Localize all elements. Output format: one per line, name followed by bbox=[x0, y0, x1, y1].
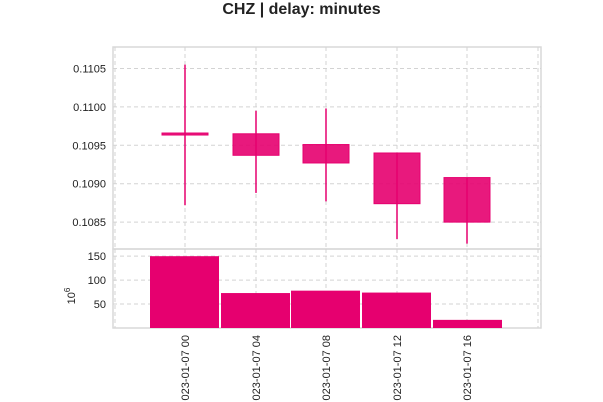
x-tick-label: 023-01-07 16 bbox=[462, 335, 474, 400]
volume-bar bbox=[150, 256, 219, 328]
x-tick-label: 023-01-07 04 bbox=[251, 335, 263, 400]
volume-panel: 50 100 150 106 bbox=[63, 248, 542, 329]
price-tick-label: 0.1105 bbox=[73, 64, 106, 76]
price-tick-label: 0.1090 bbox=[72, 179, 106, 191]
volume-bar bbox=[291, 290, 360, 328]
price-tick-label: 0.1085 bbox=[72, 217, 106, 229]
volume-bars bbox=[150, 256, 502, 328]
volume-tick-label: 50 bbox=[94, 299, 106, 311]
candle-body bbox=[373, 152, 421, 205]
x-tick-label: 023-01-07 12 bbox=[392, 335, 404, 400]
candle-body bbox=[232, 133, 280, 156]
volume-bar bbox=[433, 319, 502, 328]
chart-title: CHZ | delay: minutes bbox=[222, 1, 380, 18]
price-tick-label: 0.1100 bbox=[73, 102, 106, 114]
x-tick-label: 023-01-07 00 bbox=[180, 335, 192, 400]
candlesticks bbox=[161, 64, 491, 244]
price-panel: 0.1085 0.1090 0.1095 0.1100 0.1105 bbox=[72, 46, 542, 250]
volume-tick-label: 150 bbox=[88, 251, 106, 263]
price-tick-label: 0.1095 bbox=[72, 140, 106, 152]
volume-y-axis: 50 100 150 bbox=[88, 251, 106, 311]
x-tick-label: 023-01-07 08 bbox=[321, 335, 333, 400]
volume-bar bbox=[362, 292, 431, 328]
x-axis: 023-01-07 00 023-01-07 04 023-01-07 08 023-… bbox=[180, 335, 474, 400]
candle-body bbox=[443, 177, 491, 223]
price-y-axis: 0.1085 0.1090 0.1095 0.1100 0.1105 bbox=[72, 64, 106, 230]
candle-body bbox=[302, 144, 350, 164]
volume-axis-label: 106 bbox=[63, 287, 78, 304]
candle-body bbox=[161, 132, 209, 136]
volume-tick-label: 100 bbox=[88, 275, 106, 287]
volume-bar bbox=[221, 293, 290, 328]
